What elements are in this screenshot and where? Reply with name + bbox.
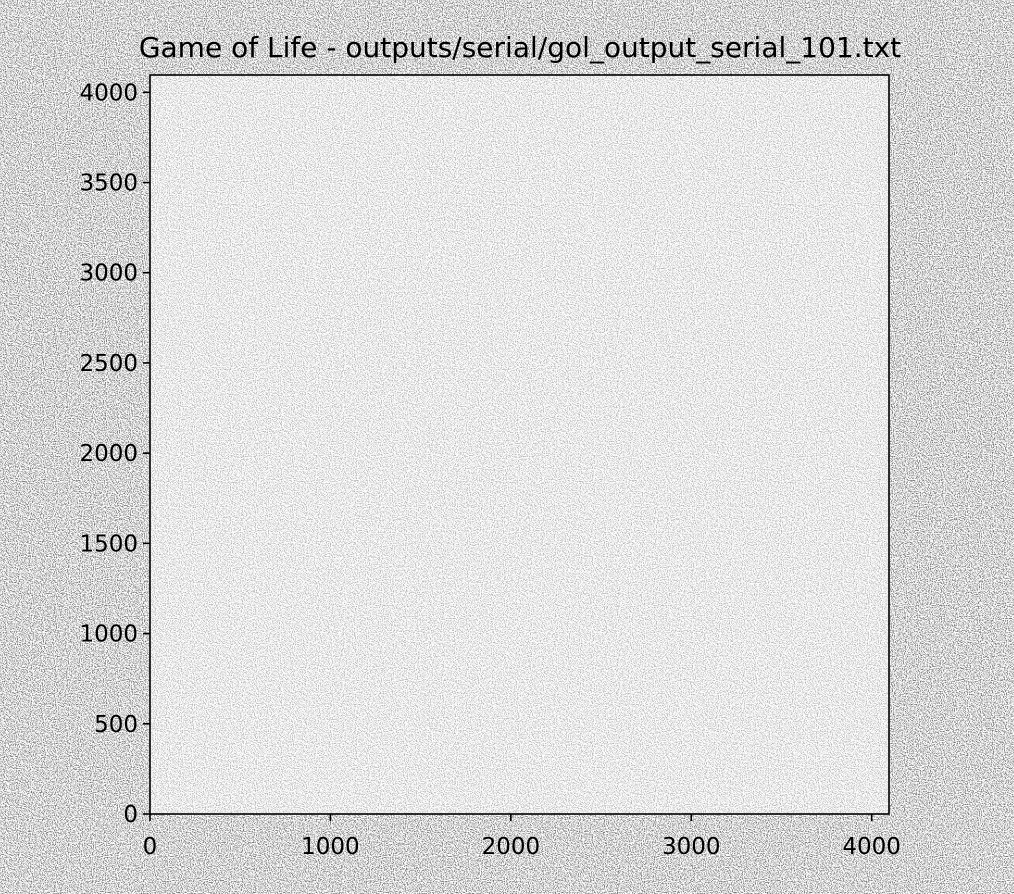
- y-tick-label: 500: [94, 712, 138, 738]
- y-tick-label: 1000: [79, 622, 138, 648]
- y-tick-label: 1500: [79, 531, 138, 557]
- plot-area: [149, 74, 890, 815]
- y-tick-label: 4000: [79, 80, 138, 106]
- y-tick-label: 3000: [79, 261, 138, 287]
- y-tick-label: 2000: [79, 441, 138, 467]
- chart-title: Game of Life - outputs/serial/gol_output…: [139, 31, 901, 64]
- x-tick-label: 3000: [662, 834, 721, 860]
- plot-frame: [149, 74, 890, 815]
- y-tick-label: 3500: [79, 171, 138, 197]
- y-axis: 0 500 1000 1500 2000 2500 3000 3500 4000: [79, 80, 150, 828]
- y-tick-label: 2500: [79, 351, 138, 377]
- x-tick-label: 4000: [842, 834, 901, 860]
- x-tick-label: 2000: [482, 834, 541, 860]
- x-tick-label: 1000: [301, 834, 360, 860]
- heatmap-image: [150, 75, 889, 814]
- x-tick-label: 0: [143, 834, 158, 860]
- y-tick-label: 0: [123, 802, 138, 828]
- x-axis: 0 1000 2000 3000 4000: [143, 814, 901, 860]
